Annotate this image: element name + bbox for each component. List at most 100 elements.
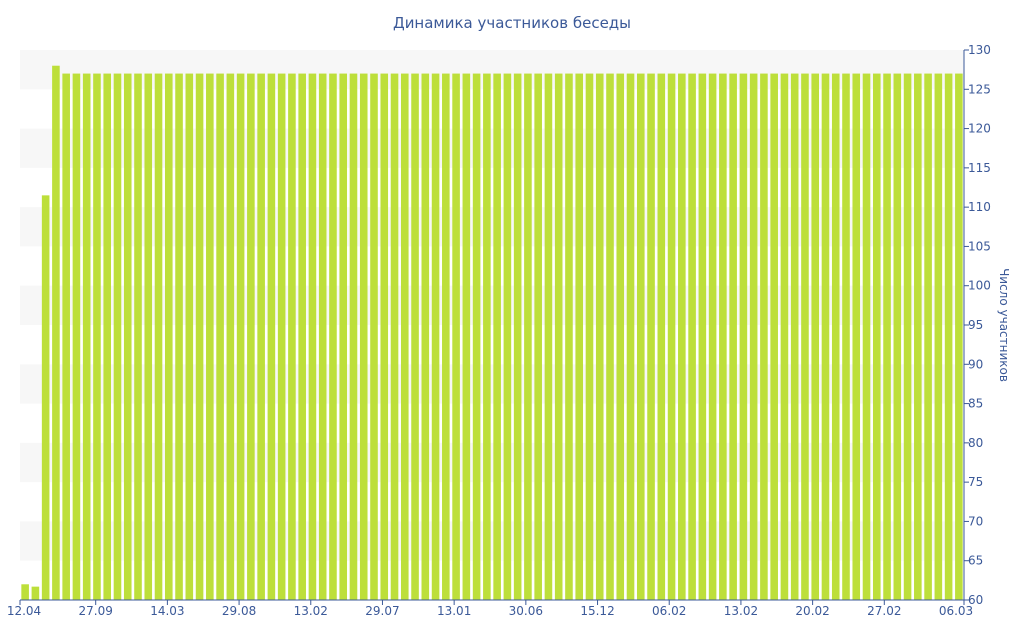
x-tick-label: 14.03 bbox=[150, 604, 184, 618]
bar bbox=[144, 73, 153, 601]
bar bbox=[606, 73, 614, 601]
bar bbox=[103, 73, 112, 601]
x-tick-label: 13.01 bbox=[437, 604, 471, 618]
bar bbox=[924, 73, 932, 601]
bar bbox=[657, 73, 666, 601]
x-tick-label: 15.12 bbox=[580, 604, 614, 618]
bar bbox=[554, 73, 563, 601]
bar bbox=[544, 73, 553, 601]
bar bbox=[862, 73, 871, 601]
bar bbox=[903, 73, 912, 601]
bar bbox=[780, 73, 789, 601]
bar bbox=[113, 73, 122, 601]
bar bbox=[934, 73, 943, 601]
bar bbox=[277, 73, 286, 601]
bar bbox=[801, 73, 809, 601]
y-tick-label: 95 bbox=[968, 318, 983, 332]
bar bbox=[636, 73, 645, 601]
x-tick-label: 06.03 bbox=[939, 604, 973, 618]
y-axis-label: Число участников bbox=[997, 268, 1011, 382]
bar bbox=[852, 73, 861, 601]
bar bbox=[267, 73, 276, 601]
bar bbox=[442, 73, 450, 601]
bar bbox=[842, 73, 850, 601]
bar bbox=[257, 73, 265, 601]
y-tick-label: 130 bbox=[968, 43, 991, 57]
bar bbox=[288, 73, 296, 601]
bar bbox=[626, 73, 635, 601]
y-tick-label: 65 bbox=[968, 554, 983, 568]
bar bbox=[339, 73, 348, 601]
y-tick-label: 100 bbox=[968, 279, 991, 293]
x-tick-label: 20.02 bbox=[795, 604, 829, 618]
bar bbox=[329, 73, 337, 601]
bar bbox=[431, 73, 440, 601]
bar bbox=[585, 73, 594, 601]
y-tick-label: 120 bbox=[968, 122, 991, 136]
bar bbox=[944, 73, 953, 601]
bar bbox=[575, 73, 584, 601]
bar bbox=[616, 73, 625, 601]
bar bbox=[955, 73, 963, 601]
bar bbox=[247, 73, 255, 601]
bar bbox=[534, 73, 542, 601]
y-tick-label: 85 bbox=[968, 397, 983, 411]
bar bbox=[914, 73, 922, 601]
bar bbox=[370, 73, 378, 601]
x-tick-label: 13.02 bbox=[294, 604, 328, 618]
bar bbox=[154, 73, 163, 601]
x-tick-label: 29.08 bbox=[222, 604, 256, 618]
bar bbox=[483, 73, 491, 601]
bar bbox=[93, 73, 101, 601]
x-tick-label: 30.06 bbox=[509, 604, 543, 618]
bar bbox=[503, 73, 512, 601]
y-tick-label: 80 bbox=[968, 436, 983, 450]
bar bbox=[216, 73, 224, 601]
bar bbox=[236, 73, 245, 601]
x-axis: 12.04 27.09 14.03 29.08 13.02 29.07 13.01 30.06… bbox=[7, 599, 973, 618]
bar bbox=[411, 73, 419, 601]
bar bbox=[390, 73, 399, 601]
bar bbox=[349, 73, 358, 601]
bar bbox=[667, 73, 676, 601]
x-tick-label: 27.02 bbox=[867, 604, 901, 618]
bar bbox=[749, 73, 758, 601]
bar bbox=[400, 73, 409, 601]
x-tick-label: 29.07 bbox=[365, 604, 399, 618]
y-tick-label: 125 bbox=[968, 82, 991, 96]
bar bbox=[308, 73, 317, 601]
bar bbox=[31, 586, 40, 600]
y-tick-label: 115 bbox=[968, 161, 991, 175]
x-tick-label: 27.09 bbox=[79, 604, 113, 618]
bar bbox=[729, 73, 737, 601]
bar bbox=[380, 73, 389, 601]
bar bbox=[831, 73, 840, 601]
bar bbox=[82, 73, 91, 601]
bar bbox=[206, 73, 214, 601]
bar bbox=[298, 73, 306, 601]
bar bbox=[678, 73, 686, 601]
bar bbox=[821, 73, 830, 601]
bar bbox=[595, 73, 604, 601]
bar bbox=[770, 73, 778, 601]
bar bbox=[739, 73, 748, 601]
bar bbox=[688, 73, 696, 601]
bar bbox=[708, 73, 717, 601]
y-tick-label: 90 bbox=[968, 357, 983, 371]
bar bbox=[185, 73, 194, 601]
bar bbox=[359, 73, 368, 601]
bar bbox=[164, 73, 173, 601]
y-tick-label: 105 bbox=[968, 239, 991, 253]
bar bbox=[123, 73, 132, 601]
bar bbox=[21, 584, 29, 600]
y-tick-label: 75 bbox=[968, 475, 983, 489]
y-axis: 60 65 70 75 80 85 90 95 100 105 110 115 120 125 130 bbox=[963, 43, 991, 607]
bar bbox=[421, 73, 430, 601]
bar bbox=[41, 195, 50, 600]
bar bbox=[72, 73, 81, 601]
y-tick-label: 70 bbox=[968, 514, 983, 528]
y-tick-label: 110 bbox=[968, 200, 991, 214]
bar bbox=[472, 73, 481, 601]
bars bbox=[21, 65, 963, 601]
